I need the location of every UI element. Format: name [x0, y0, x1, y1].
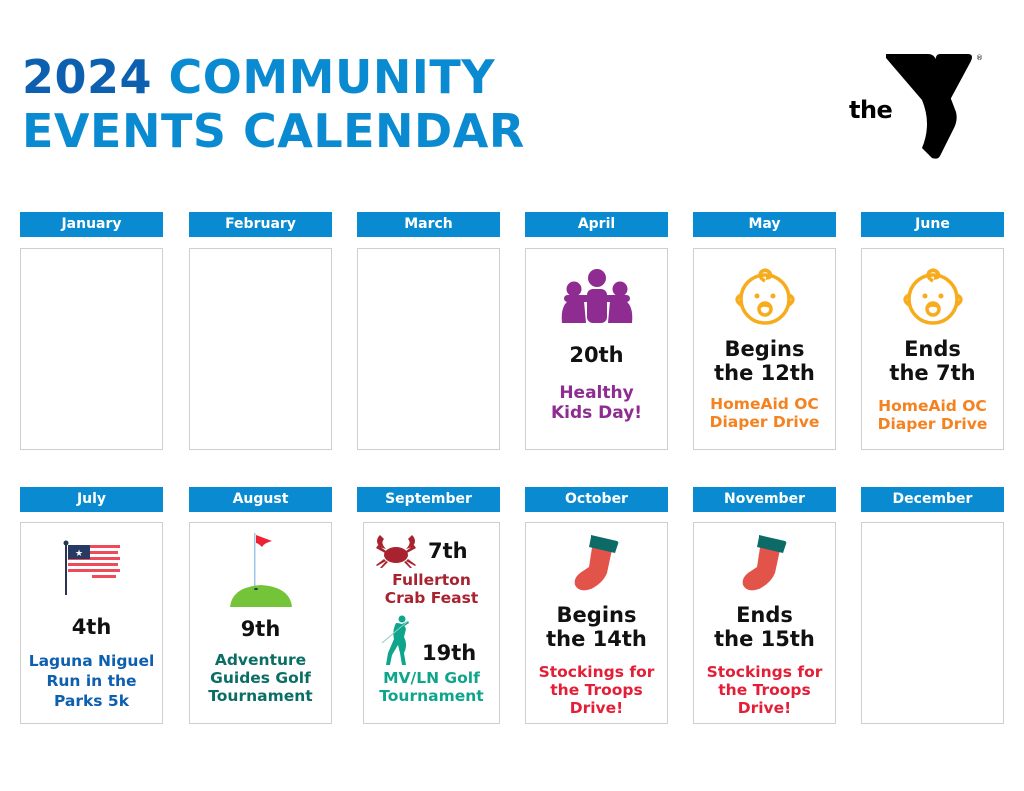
- event-title-line3: Drive!: [569, 699, 624, 717]
- month-june: June Ends the 7th HomeAid OC Diaper Driv…: [861, 212, 1004, 450]
- month-october: October Begins the 14th Stockings for th…: [525, 487, 668, 724]
- month-box: Ends the 7th HomeAid OC Diaper Drive: [861, 248, 1004, 450]
- month-august: August 9th Adventure Guides Golf Tournam…: [189, 487, 332, 724]
- golfer-icon: [381, 615, 409, 665]
- event-date: 4th: [71, 615, 112, 639]
- svg-text:®: ®: [976, 54, 983, 62]
- month-header: May: [693, 212, 836, 237]
- ymca-y-icon: ® YMCA: [886, 54, 983, 159]
- title-line2: EVENTS CALENDAR: [22, 104, 525, 158]
- event-date: 19th: [422, 641, 477, 665]
- stocking-icon: [574, 535, 618, 591]
- crab-icon: [376, 535, 416, 568]
- month-box: 9th Adventure Guides Golf Tournament: [189, 522, 332, 724]
- svg-text:★: ★: [74, 549, 82, 559]
- logo-the-text: the: [849, 96, 893, 124]
- month-header: March: [357, 212, 500, 237]
- month-december: December: [861, 487, 1004, 724]
- event-title-line1: HomeAid OC: [710, 395, 819, 413]
- page-title: 2024 COMMUNITY EVENTS CALENDAR: [22, 50, 525, 158]
- month-box: [861, 522, 1004, 724]
- event-title-line1: Stockings for: [538, 663, 655, 681]
- month-header: September: [357, 487, 500, 512]
- event-title-line2: Run in the: [46, 672, 137, 690]
- event-title-line3: Drive!: [737, 699, 792, 717]
- event-title-line1: Laguna Niguel: [28, 652, 155, 670]
- event-date-line2: the 14th: [546, 627, 647, 651]
- month-header: January: [20, 212, 163, 237]
- event-title-line2: the Troops: [718, 681, 811, 699]
- month-box: ★ 4th Laguna Niguel Run in the Parks 5k: [20, 522, 163, 724]
- event-title-line1: HomeAid OC: [878, 397, 987, 415]
- event-title-line3: Parks 5k: [53, 692, 130, 710]
- children-group-icon: [561, 269, 632, 323]
- stocking-icon: [742, 535, 786, 591]
- event-title-line1: Adventure: [214, 651, 307, 669]
- event-title-line2: Guides Golf: [210, 669, 311, 687]
- month-box: Ends the 15th Stockings for the Troops D…: [693, 522, 836, 724]
- event-title-line2: the Troops: [550, 681, 643, 699]
- event-title-line3: Tournament: [208, 687, 313, 705]
- event-title-line1: MV/LN Golf: [383, 669, 480, 687]
- event-date-line2: the 7th: [889, 361, 976, 385]
- us-flag-icon: ★: [63, 540, 120, 595]
- month-box: Begins the 12th HomeAid OC Diaper Drive: [693, 248, 836, 450]
- event-title-line2: Diaper Drive: [709, 413, 820, 431]
- month-box: [20, 248, 163, 450]
- event-date-line2: the 15th: [714, 627, 815, 651]
- month-header: December: [861, 487, 1004, 512]
- month-box: [189, 248, 332, 450]
- event-title: Healthy Kids Day!: [550, 383, 643, 423]
- ymca-logo: the ® YMCA: [846, 52, 986, 160]
- month-september: September 7th Fullerton Crab Feast: [357, 487, 500, 724]
- month-box: 7th Fullerton Crab Feast 19th MV/LN Golf…: [363, 522, 500, 724]
- month-november: November Ends the 15th Stockings for the…: [693, 487, 836, 724]
- month-april: April 20th Healthy Kids Day!: [525, 212, 668, 450]
- month-header: April: [525, 212, 668, 237]
- event-title-line1: Fullerton: [392, 571, 471, 589]
- event-date-line1: Begins: [556, 603, 637, 627]
- title-line1: COMMUNITY: [152, 50, 496, 104]
- month-january: January: [20, 212, 163, 450]
- month-header: February: [189, 212, 332, 237]
- month-header: August: [189, 487, 332, 512]
- month-header: November: [693, 487, 836, 512]
- month-header: June: [861, 212, 1004, 237]
- month-box: Begins the 14th Stockings for the Troops…: [525, 522, 668, 724]
- event-date-line1: Begins: [724, 337, 805, 361]
- event-title-line1: Stockings for: [706, 663, 823, 681]
- month-march: March: [357, 212, 500, 450]
- event-title-line2: Crab Feast: [384, 589, 479, 607]
- month-header: October: [525, 487, 668, 512]
- event-date-line1: Ends: [904, 337, 961, 361]
- month-february: February: [189, 212, 332, 450]
- month-may: May Begins the 12th HomeAid OC Diaper Dr…: [693, 212, 836, 450]
- month-july: July ★ 4th Laguna Niguel Run in the Park…: [20, 487, 163, 724]
- event-golf-header: 19th: [364, 615, 499, 669]
- event-date-line1: Ends: [736, 603, 793, 627]
- title-year: 2024: [22, 50, 153, 104]
- event-date: 9th: [240, 617, 281, 641]
- event-title-line2: Diaper Drive: [877, 415, 988, 433]
- event-crab-feast-header: 7th: [364, 531, 499, 571]
- month-box: [357, 248, 500, 450]
- month-box: 20th Healthy Kids Day!: [525, 248, 668, 450]
- baby-face-icon: [902, 268, 963, 325]
- event-date: 20th: [569, 343, 624, 367]
- baby-face-icon: [734, 268, 795, 325]
- golf-green-flag-icon: [229, 533, 292, 607]
- month-header: July: [20, 487, 163, 512]
- event-title-line2: Tournament: [379, 687, 484, 705]
- event-date: 7th: [428, 539, 468, 563]
- event-date-line2: the 12th: [714, 361, 815, 385]
